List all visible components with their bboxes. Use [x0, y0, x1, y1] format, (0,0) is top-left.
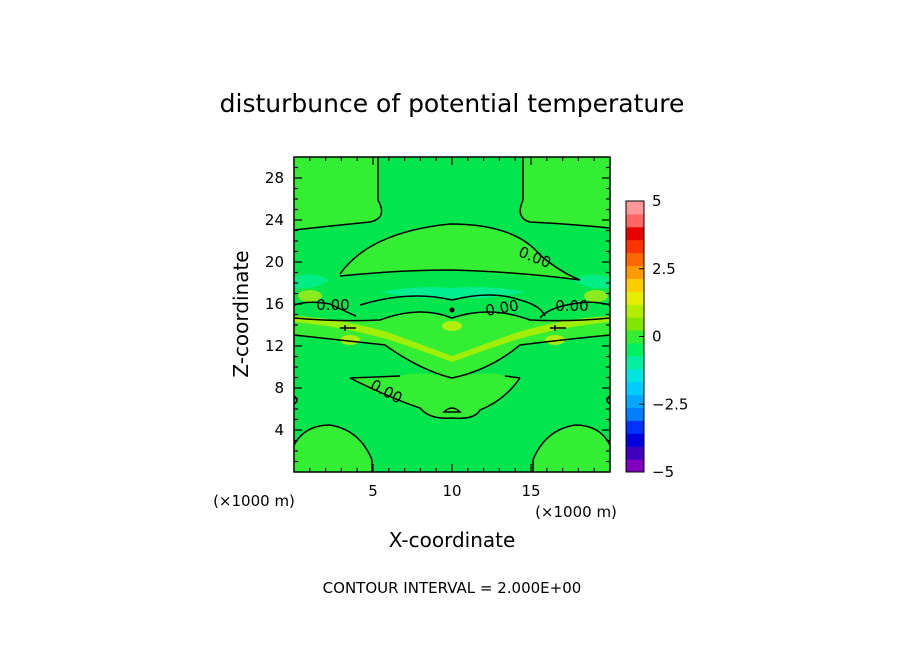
- colorbar-swatch: [626, 252, 644, 267]
- y-tick-label: 20: [265, 253, 284, 271]
- colorbar-ticks: 5 2.5 0 −2.5 −5: [639, 192, 688, 481]
- contour-interval-note: CONTOUR INTERVAL = 2.000E+00: [323, 579, 582, 597]
- colorbar-swatch: [626, 368, 644, 383]
- contour-line: [339, 223, 581, 281]
- contour-line: [519, 157, 610, 229]
- y-axis-label: Z-coordinate: [229, 250, 253, 377]
- region-bottom-left: [294, 425, 372, 472]
- y-tick-label: 8: [274, 379, 284, 397]
- colorbar-swatch: [626, 459, 644, 473]
- contour-line: [294, 395, 610, 405]
- colorbar: [626, 201, 644, 473]
- contour-line: [294, 157, 383, 231]
- x-tick-label: 15: [521, 482, 540, 500]
- contour-line: [294, 334, 610, 379]
- colorbar-swatch: [626, 394, 644, 408]
- colorbar-swatch: [626, 420, 644, 434]
- y-tick-label: 16: [265, 295, 284, 313]
- region-yellow-center: [442, 321, 462, 331]
- colorbar-swatch: [626, 291, 644, 305]
- colorbar-tick-label: 0: [652, 328, 662, 346]
- colorbar-swatch: [626, 342, 644, 357]
- colorbar-swatch: [626, 226, 644, 241]
- contour-line: [339, 269, 581, 281]
- contour-line: [349, 377, 521, 420]
- contour-label: 0.00: [316, 296, 349, 314]
- colorbar-swatch: [626, 433, 644, 447]
- chart-title: disturbunce of potential temperature: [220, 89, 685, 118]
- y-axis: 4 8 12 16 20 24 28: [265, 166, 610, 463]
- contour-line: [294, 301, 357, 317]
- colorbar-swatch: [626, 239, 644, 254]
- y-tick-label: 12: [265, 337, 284, 355]
- x-axis: 5 10 15: [309, 157, 595, 500]
- x-tick-label: 5: [368, 482, 378, 500]
- contour-label: 0.00: [555, 297, 588, 315]
- y-tick-label: 24: [265, 211, 284, 229]
- y-unit-label: (×1000 m): [213, 492, 295, 510]
- y-tick-label: 4: [274, 421, 284, 439]
- colorbar-tick-label: −5: [652, 463, 674, 481]
- x-tick-label: 10: [442, 482, 461, 500]
- contour-line: [340, 325, 566, 331]
- region-upper-left: [294, 157, 382, 230]
- region-yellow-right: [584, 290, 608, 302]
- colorbar-swatch: [626, 265, 644, 279]
- plot-area: 0.00 0.00 0.00 0.00 0.00: [294, 157, 610, 472]
- colorbar-swatch: [626, 330, 644, 344]
- region-bottom-right: [533, 425, 610, 472]
- colorbar-tick-label: 5: [652, 192, 662, 210]
- region-cyan-left: [294, 274, 330, 289]
- colorbar-swatch: [626, 381, 644, 396]
- contour-label: 0.00: [484, 296, 520, 320]
- region-lower-mid: [350, 373, 520, 419]
- contour-line: [359, 294, 546, 317]
- region-streak-left: [294, 316, 452, 362]
- colorbar-swatch: [626, 213, 644, 228]
- colorbar-swatch: [626, 201, 644, 215]
- contour-line: [532, 424, 610, 472]
- colorbar-swatch: [626, 278, 644, 292]
- x-unit-label: (×1000 m): [535, 503, 617, 521]
- region-yellow-mid-left: [340, 335, 360, 345]
- region-streak-right: [452, 316, 610, 362]
- contour-line: [442, 407, 462, 413]
- region-cyan-right: [572, 274, 610, 289]
- colorbar-swatch: [626, 407, 644, 421]
- colorbar-swatch: [626, 304, 644, 318]
- contour-line: [349, 375, 521, 379]
- region-yellow-mid-right: [545, 335, 565, 345]
- colorbar-swatch: [626, 355, 644, 370]
- contour-lines: [294, 157, 610, 472]
- region-yellow-left: [298, 290, 322, 302]
- colorbar-tick-label: 2.5: [652, 260, 676, 278]
- colorbar-tick-label: −2.5: [652, 395, 688, 413]
- region-upper-right: [520, 157, 610, 228]
- contour-line: [294, 424, 373, 472]
- contour-line: [539, 301, 610, 319]
- y-tick-label: 28: [265, 169, 284, 187]
- x-axis-label: X-coordinate: [389, 528, 516, 552]
- colorbar-swatch: [626, 446, 644, 460]
- colorbar-swatch: [626, 317, 644, 331]
- contour-line: [294, 311, 610, 322]
